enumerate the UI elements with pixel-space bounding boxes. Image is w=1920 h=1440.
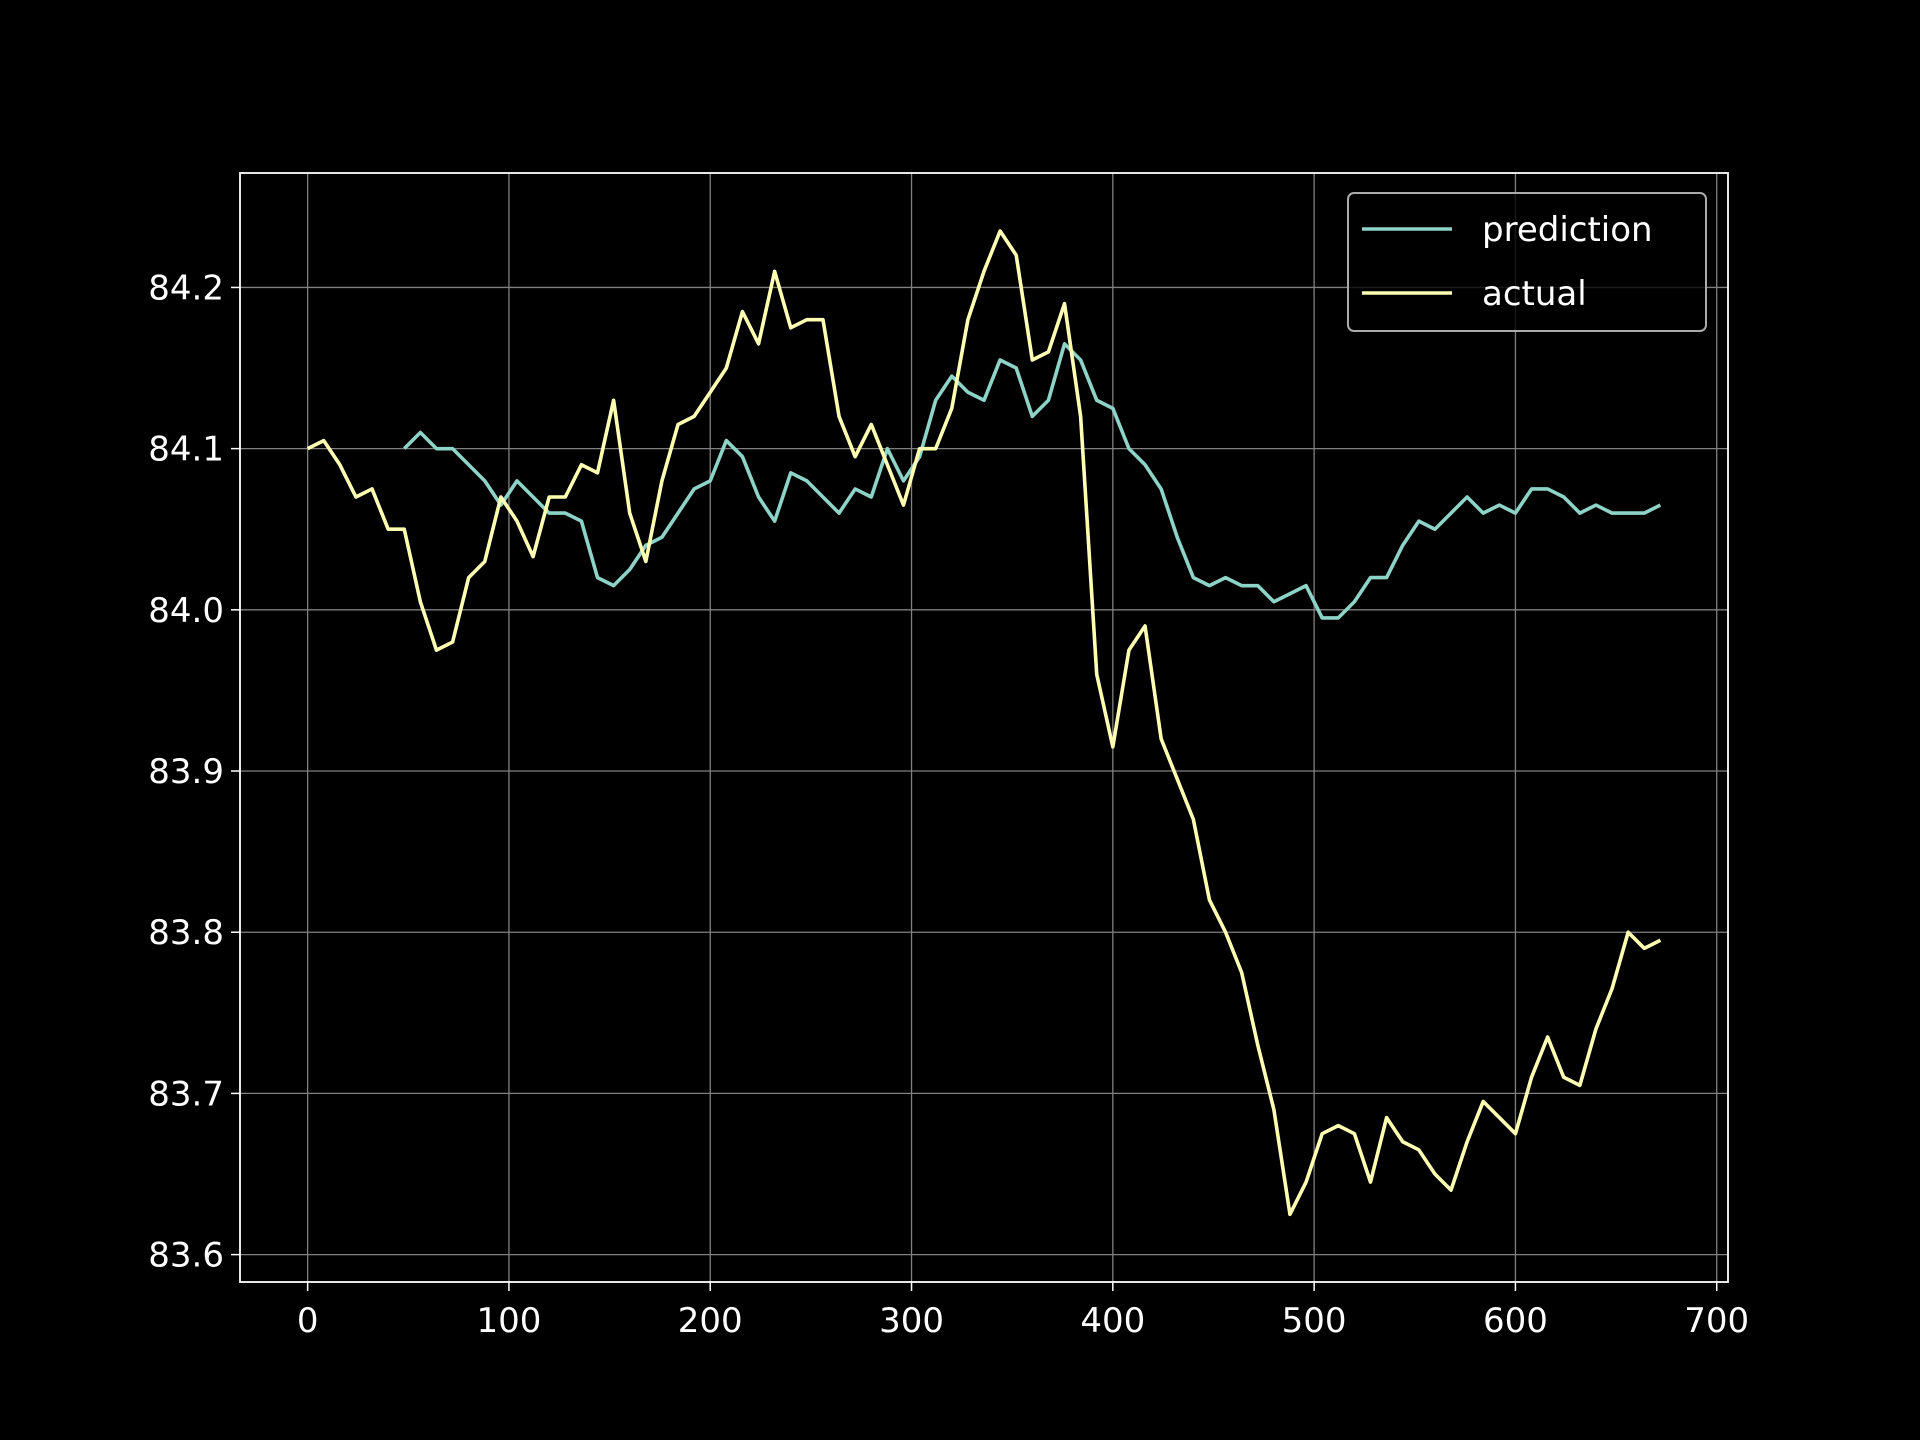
x-tick-label: 400 xyxy=(1080,1301,1145,1341)
legend-label: prediction xyxy=(1482,210,1653,250)
y-tick-label: 84.1 xyxy=(148,430,224,470)
x-tick-label: 100 xyxy=(476,1301,541,1341)
x-tick-label: 500 xyxy=(1282,1301,1347,1341)
plot-frame xyxy=(239,172,1729,1283)
legend: prediction actual xyxy=(1347,192,1707,332)
x-tick-label: 200 xyxy=(678,1301,743,1341)
y-tick-label: 83.9 xyxy=(148,752,224,792)
x-tick-label: 600 xyxy=(1483,1301,1548,1341)
y-tick-label: 83.8 xyxy=(148,913,224,953)
x-tick-label: 300 xyxy=(879,1301,944,1341)
x-tick-label: 0 xyxy=(297,1301,319,1341)
x-tick-label: 700 xyxy=(1684,1301,1749,1341)
y-tick-label: 84.0 xyxy=(148,591,224,631)
y-tick-label: 83.7 xyxy=(148,1074,224,1114)
legend-label: actual xyxy=(1482,274,1587,314)
series-line xyxy=(306,229,1662,1217)
series-line xyxy=(402,342,1662,620)
y-tick-label: 84.2 xyxy=(148,268,224,308)
y-tick-label: 83.6 xyxy=(148,1236,224,1276)
